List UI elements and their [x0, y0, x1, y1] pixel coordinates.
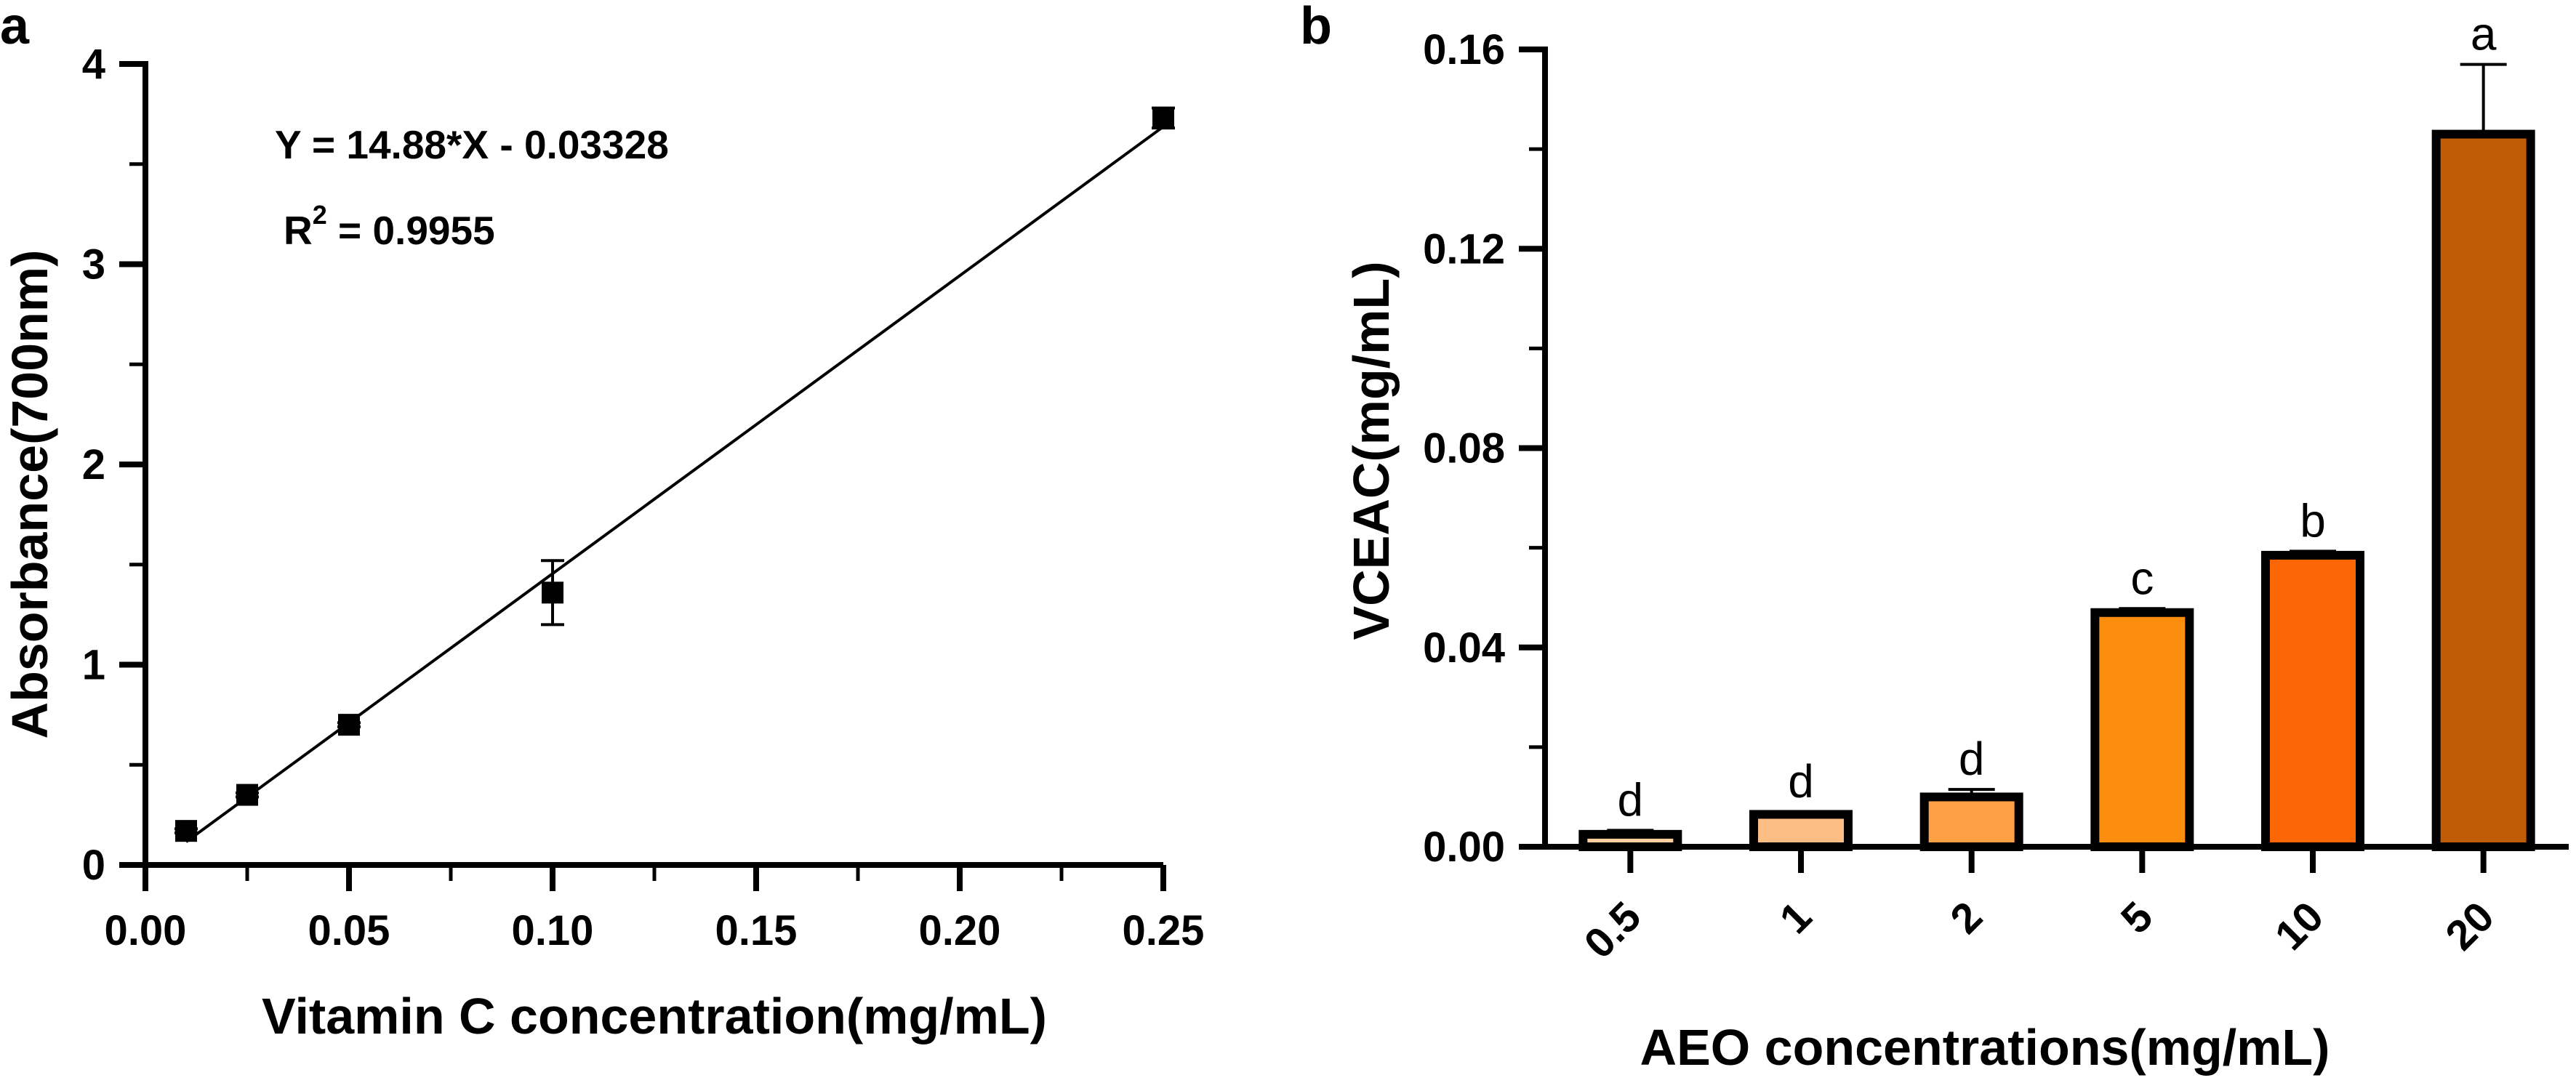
- panel-b-x-tick-label: 20: [2436, 893, 2503, 959]
- panel-a-x-ticks: 0.00 0.05 0.10 0.15 0.20 0.25: [105, 865, 1205, 954]
- panel-a-y-ticks: 0 1 2 3 4: [82, 41, 145, 889]
- panel-b-label: b: [1300, 0, 1332, 55]
- panel-b-y-tick-label: 0.12: [1423, 225, 1505, 273]
- panel-a-x-tick-label: 0.00: [105, 907, 187, 954]
- bar: [1919, 792, 2023, 851]
- panel-a-points: [174, 106, 1175, 842]
- significance-letter: c: [2130, 552, 2154, 604]
- panel-b-x-tick-label: 5: [2112, 893, 2162, 943]
- panel-a-y-tick-label: 2: [82, 441, 105, 488]
- panel-b-y-ticks: 0.00 0.04 0.08 0.12 0.16: [1423, 26, 1545, 871]
- panel-a-x-tick-label: 0.20: [919, 907, 1001, 954]
- significance-letter: a: [2471, 8, 2497, 60]
- panel-a-x-tick-label: 0.15: [715, 907, 798, 954]
- panel-b-x-tick-label: 1: [1770, 893, 1821, 943]
- panel-a-y-tick-label: 0: [82, 842, 105, 889]
- bar: [1578, 829, 1682, 851]
- panel-b-y-axis-label: VCEAC(mg/mL): [1343, 261, 1400, 640]
- data-point-marker: [1152, 107, 1174, 129]
- fit-equation: Y = 14.88*X - 0.03328: [275, 122, 669, 167]
- bar: [2431, 129, 2535, 851]
- data-point-marker: [338, 714, 360, 736]
- panel-b-y-tick-label: 0.00: [1423, 824, 1505, 871]
- panel-b-y-tick-label: 0.08: [1423, 425, 1505, 472]
- panel-a-y-tick-label: 1: [82, 642, 105, 689]
- panel-a-x-tick-label: 0.05: [308, 907, 390, 954]
- panel-a-x-axis-label: Vitamin C concentration(mg/mL): [262, 988, 1047, 1044]
- panel-b-x-tick-label: 2: [1941, 893, 1991, 943]
- panel-a-y-tick-label: 4: [82, 41, 105, 88]
- panel-b-axes: [1542, 47, 2569, 850]
- panel-a-label: a: [0, 0, 30, 55]
- panel-b-x-ticks: 0.5 1 2 5 10 20: [1576, 847, 2503, 967]
- panel-b-x-axis-label: AEO concentrations(mg/mL): [1640, 1019, 2330, 1076]
- data-point-marker: [542, 581, 563, 604]
- panel-a-x-tick-label: 0.25: [1123, 907, 1205, 954]
- significance-letter: d: [1959, 733, 1985, 785]
- panel-a-y-tick-label: 3: [82, 241, 105, 289]
- significance-letter: d: [1618, 773, 1644, 826]
- panel-a-axes: [143, 61, 1163, 868]
- panel-b-bars: d d d c b a: [1578, 8, 2535, 851]
- bar: [2090, 608, 2194, 851]
- r-squared: R2 = 0.9955: [284, 200, 495, 253]
- panel-a-x-tick-label: 0.10: [512, 907, 594, 954]
- bar: [2261, 550, 2364, 851]
- panel-b-x-tick-label: 10: [2266, 893, 2333, 959]
- data-point-marker: [175, 820, 197, 842]
- panel-b: b 0.00 0.04 0.08 0.12 0.16 d d d c b a 0.5 1 2 5 10 20…: [1300, 0, 2569, 1076]
- significance-letter: d: [1788, 755, 1814, 808]
- panel-a-y-axis-label: Absorbance(700nm): [1, 250, 58, 739]
- significance-letter: b: [2300, 494, 2326, 547]
- panel-a: a 0.00 0.05 0.10 0.15 0.20 0.25 0 1 2 3 4 Y = 14.…: [0, 0, 1204, 1044]
- panel-b-y-tick-label: 0.16: [1423, 26, 1505, 73]
- data-point-marker: [236, 784, 258, 806]
- panel-b-y-tick-label: 0.04: [1423, 624, 1505, 672]
- panel-b-x-tick-label: 0.5: [1576, 893, 1650, 967]
- bar: [1749, 810, 1853, 851]
